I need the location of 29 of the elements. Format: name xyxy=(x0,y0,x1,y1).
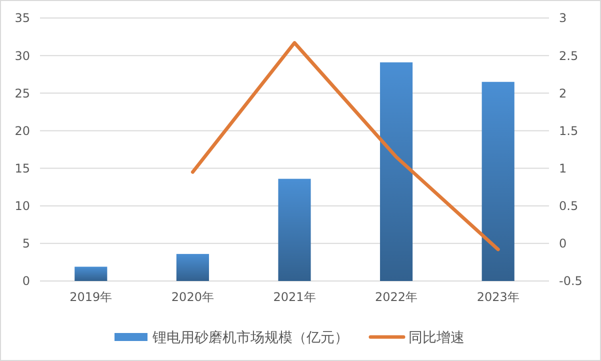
y-tick-label: 30 xyxy=(14,48,30,63)
y-tick-label: 25 xyxy=(14,86,30,100)
y2-tick-label: -0.5 xyxy=(559,274,582,288)
y-tick-label: 15 xyxy=(14,161,30,176)
y-tick-label: 0 xyxy=(22,274,30,288)
y2-tick-label: 2.5 xyxy=(559,48,578,63)
legend-label: 同比增速 xyxy=(408,330,464,346)
x-tick-label: 2019年 xyxy=(70,290,112,304)
y-tick-label: 20 xyxy=(14,124,30,138)
x-tick-label: 2021年 xyxy=(273,290,316,304)
y-tick-label: 10 xyxy=(14,199,30,214)
legend-label: 锂电用砂磨机市场规模（亿元） xyxy=(152,330,348,346)
bar xyxy=(380,62,413,281)
bar xyxy=(482,82,514,281)
bar xyxy=(176,254,209,281)
x-tick-label: 2020年 xyxy=(171,290,214,304)
y2-tick-label: 0.5 xyxy=(559,199,578,214)
y2-tick-label: 1.5 xyxy=(559,124,578,138)
line-series xyxy=(190,41,500,252)
x-tick-label: 2022年 xyxy=(375,290,418,304)
y2-tick-label: 1 xyxy=(559,161,567,176)
bar xyxy=(74,266,108,281)
bar xyxy=(278,178,311,281)
x-tick-label: 2023年 xyxy=(476,290,520,304)
y-tick-label: 5 xyxy=(22,236,30,251)
y2-tick-label: 2 xyxy=(559,86,567,100)
y-tick-label: 35 xyxy=(14,11,30,26)
y2-tick-label: 3 xyxy=(559,11,567,26)
y2-tick-label: 0 xyxy=(559,236,567,251)
